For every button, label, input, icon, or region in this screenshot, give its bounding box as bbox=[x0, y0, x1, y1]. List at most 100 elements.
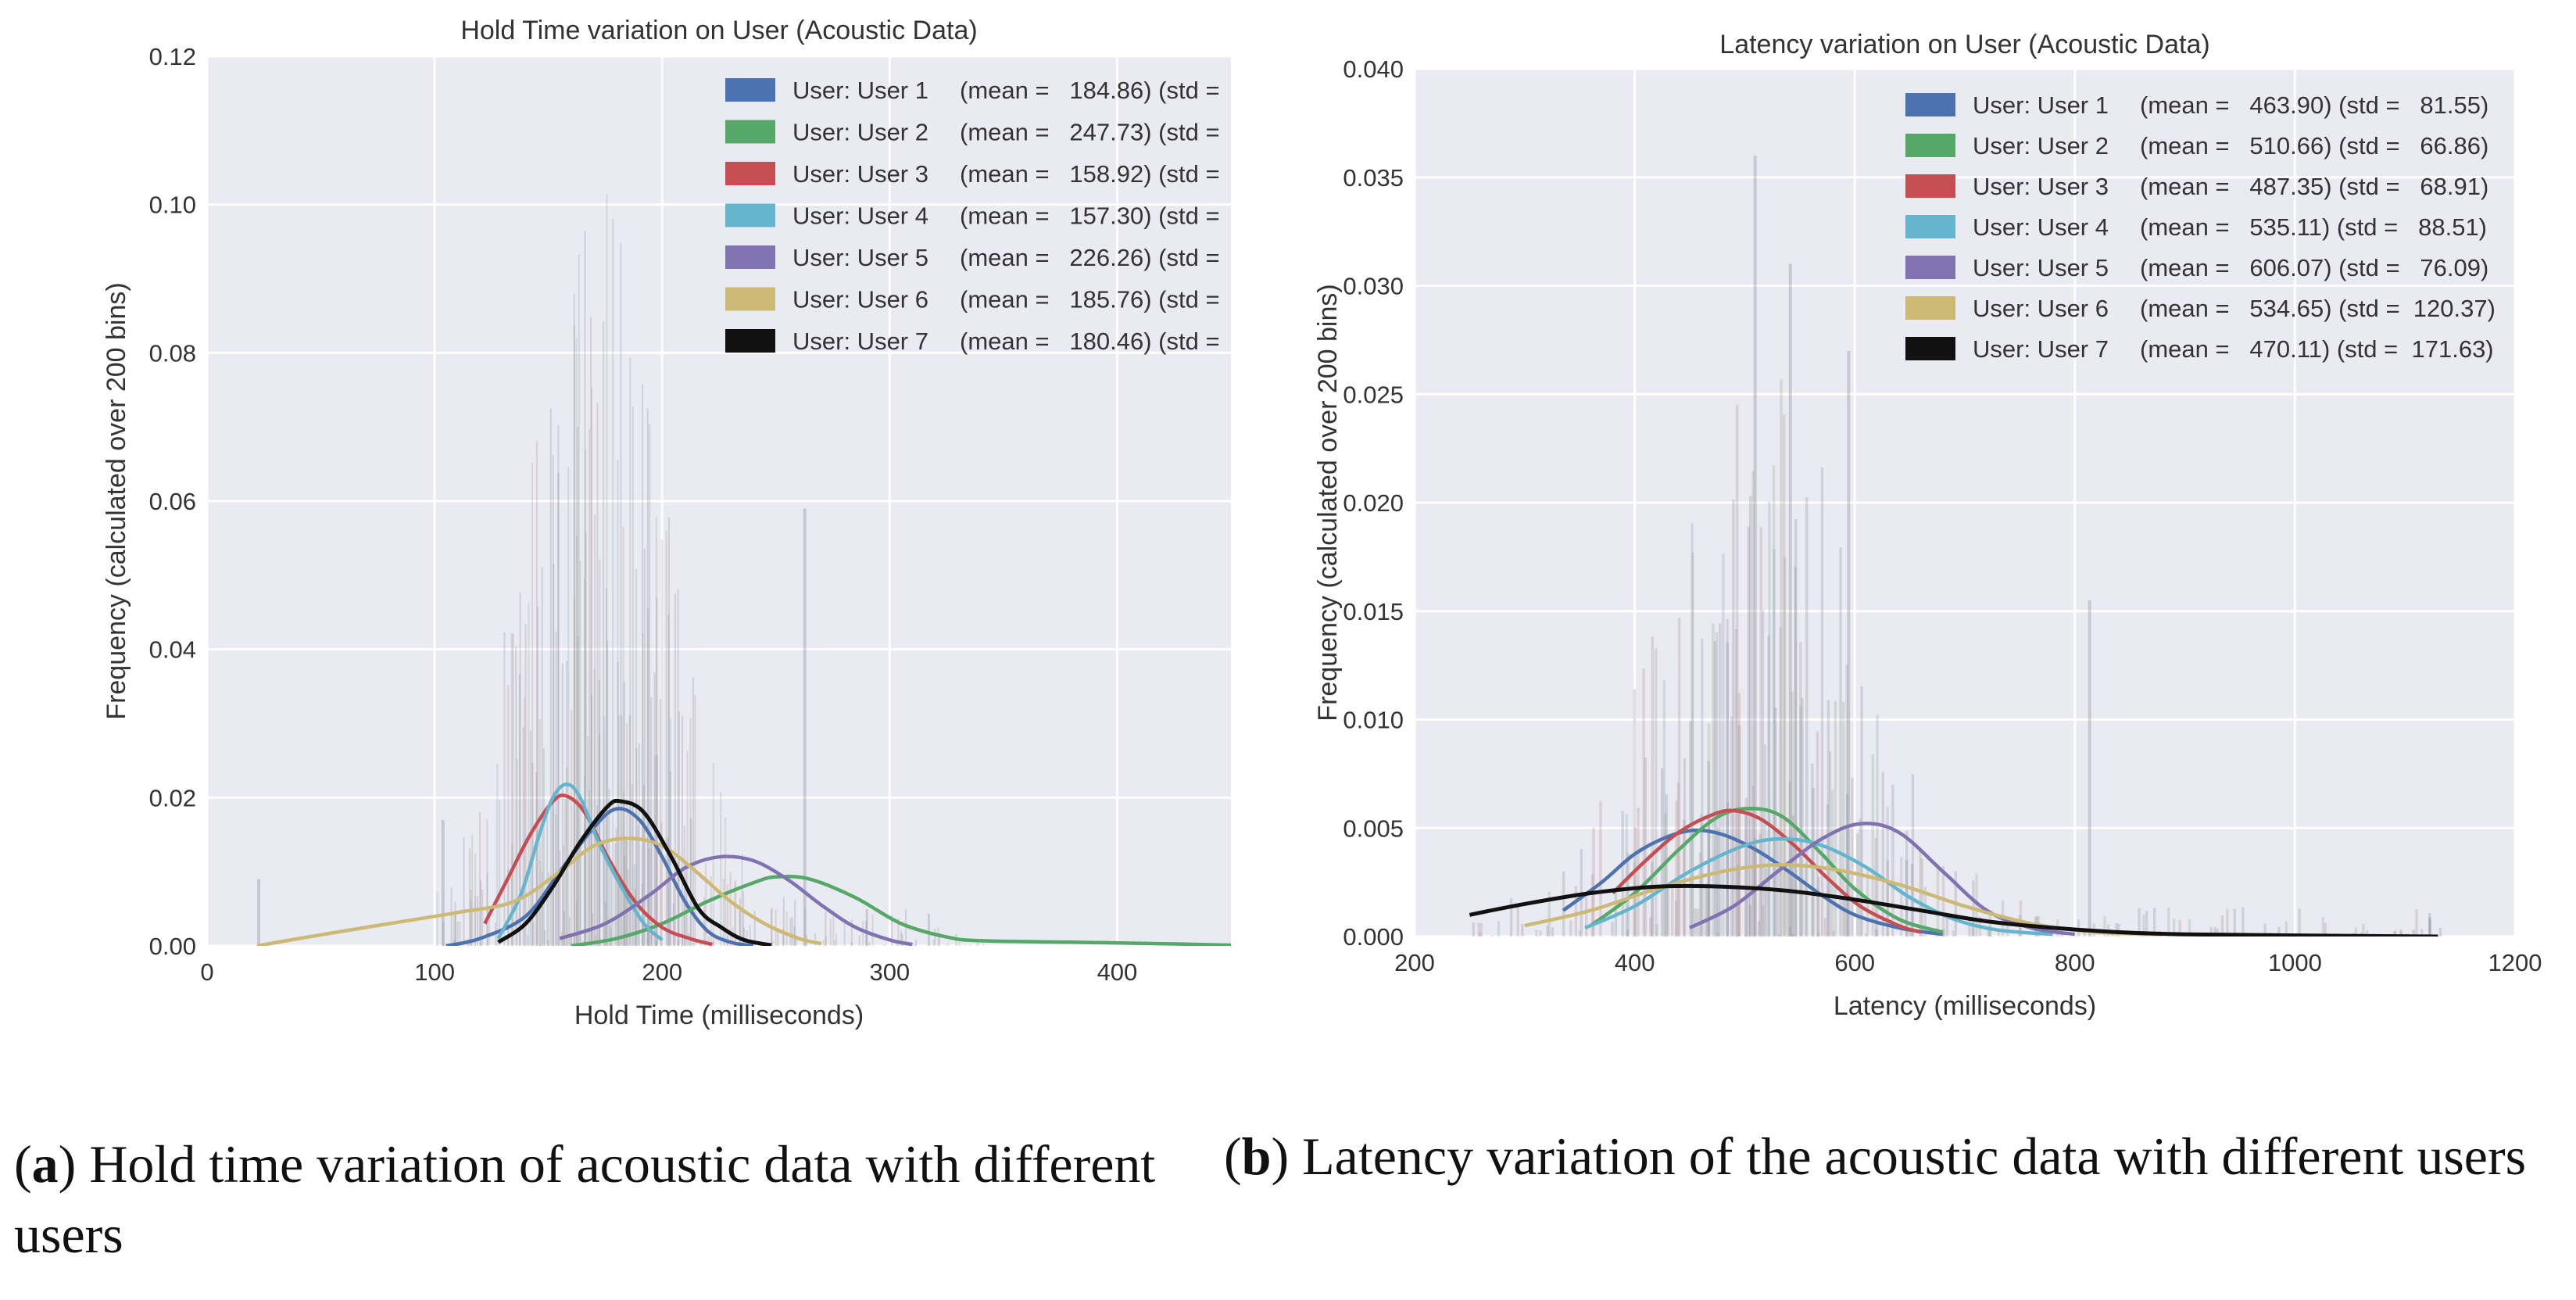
latency-histogram-bar bbox=[1846, 793, 1849, 937]
latency-histogram-bar bbox=[1942, 929, 1945, 937]
latency-histogram-bar bbox=[2138, 908, 2141, 937]
hold-time-histogram-bar bbox=[726, 884, 728, 946]
hold-time-histogram-bar bbox=[982, 944, 985, 946]
hold-time-histogram-bar bbox=[683, 895, 685, 946]
latency-histogram-bar bbox=[1988, 926, 1991, 937]
hold-time-histogram-bar bbox=[858, 935, 860, 946]
hold-time-histogram-bar bbox=[436, 891, 438, 946]
hold-time-histogram-bar bbox=[835, 933, 838, 946]
latency-legend-swatch-user-4 bbox=[1905, 215, 1955, 238]
hold-time-histogram-bar bbox=[589, 429, 591, 946]
hold-time-histogram-bar bbox=[622, 790, 624, 946]
hold-time-histogram-bar bbox=[599, 944, 602, 946]
hold-time-histogram-bar bbox=[573, 596, 575, 946]
hold-time-histogram-bar bbox=[615, 828, 617, 946]
latency-histogram-bar bbox=[1726, 619, 1730, 937]
latency-histogram-bar bbox=[2365, 929, 2369, 937]
hold-time-legend-stats-user-6: (mean = 185.76) (std = bbox=[960, 286, 1220, 313]
latency-histogram-bar bbox=[1757, 921, 1761, 937]
latency-histogram-bar bbox=[1772, 465, 1776, 937]
hold-time-histogram-bar bbox=[677, 940, 679, 946]
latency-histogram-bar bbox=[1799, 706, 1802, 937]
latency-x-tick-label: 400 bbox=[1615, 949, 1655, 976]
latency-histogram-bar bbox=[1859, 818, 1862, 937]
caption-a-text: Hold time variation of acoustic data wit… bbox=[14, 1134, 1156, 1264]
hold-time-histogram-bar bbox=[871, 914, 874, 946]
latency-histogram-bar bbox=[1747, 526, 1750, 937]
hold-time-histogram-bar bbox=[642, 784, 645, 946]
latency-histogram-bar bbox=[2006, 919, 2009, 937]
hold-time-legend-stats-user-2: (mean = 247.73) (std = bbox=[960, 119, 1220, 146]
hold-time-histogram-bar bbox=[829, 919, 832, 946]
latency-histogram-bar bbox=[1569, 920, 1572, 937]
hold-time-histogram-bar bbox=[257, 879, 261, 946]
latency-histogram-bar bbox=[2354, 927, 2358, 937]
hold-time-histogram-bar bbox=[667, 836, 669, 946]
hold-time-histogram-bar bbox=[655, 517, 657, 946]
hold-time-histogram-bar bbox=[535, 772, 538, 946]
hold-time-histogram-bar bbox=[667, 614, 670, 946]
hold-time-legend: User: User 1 (mean = 184.86) (std = User: … bbox=[725, 77, 1220, 355]
hold-time-histogram-bar bbox=[531, 462, 534, 946]
hold-time-histogram-bar bbox=[589, 789, 591, 946]
hold-time-histogram-bar bbox=[825, 911, 827, 946]
latency-histogram-bar bbox=[1762, 905, 1765, 937]
latency-histogram-bar bbox=[1683, 758, 1687, 937]
hold-time-legend-stats-user-7: (mean = 180.46) (std = bbox=[960, 328, 1220, 355]
hold-time-histogram-bar bbox=[617, 661, 619, 946]
hold-time-histogram-bar bbox=[638, 743, 640, 946]
hold-time-histogram-bar bbox=[552, 793, 554, 946]
latency-legend-swatch-user-6 bbox=[1905, 296, 1955, 320]
latency-histogram-bar bbox=[1765, 868, 1768, 937]
latency-histogram-bar bbox=[1823, 918, 1827, 937]
hold-time-histogram-bar bbox=[603, 321, 605, 946]
hold-time-kde-line-user-1 bbox=[445, 807, 754, 946]
latency-histogram-bar bbox=[1911, 774, 1915, 937]
hold-time-legend-label-user-5: User: User 5 bbox=[792, 244, 928, 271]
hold-time-histogram-bar bbox=[782, 929, 785, 946]
hold-time-histogram-bar bbox=[629, 357, 631, 946]
hold-time-histogram-bar bbox=[519, 593, 521, 946]
hold-time-histogram-bar bbox=[686, 750, 689, 946]
hold-time-x-tick-label: 400 bbox=[1097, 958, 1138, 986]
latency-histogram-bar bbox=[1988, 912, 1991, 937]
latency-histogram-bar bbox=[2172, 919, 2176, 937]
hold-time-histogram-bar bbox=[622, 526, 624, 946]
latency-histogram-bar bbox=[2111, 934, 2114, 937]
hold-time-histogram-bar bbox=[470, 889, 472, 946]
hold-time-kde-line-user-6 bbox=[256, 836, 822, 946]
latency-histogram-bar bbox=[1905, 830, 1909, 937]
latency-histogram-bar bbox=[1715, 632, 1719, 937]
hold-time-histogram-bar bbox=[642, 384, 644, 946]
hold-time-histogram-bar bbox=[621, 714, 623, 946]
hold-time-histogram-bar bbox=[535, 440, 538, 946]
latency-histogram-bar bbox=[1691, 552, 1694, 937]
latency-histogram-bar bbox=[2428, 912, 2431, 937]
latency-histogram-bar bbox=[1737, 725, 1741, 937]
latency-histogram-bar bbox=[2233, 908, 2237, 937]
latency-histogram-bar bbox=[1477, 922, 1480, 937]
latency-histogram-bar bbox=[1655, 924, 1658, 937]
latency-histogram-bar bbox=[2393, 930, 2397, 937]
latency-histogram-bar bbox=[2176, 936, 2179, 937]
latency-histogram-bar bbox=[1584, 894, 1588, 937]
hold-time-histogram-bar bbox=[553, 564, 555, 946]
hold-time-kde-curves bbox=[256, 783, 1231, 946]
hold-time-histogram-bar bbox=[577, 426, 579, 946]
latency-legend-label-user-6: User: User 6 bbox=[1973, 295, 2109, 322]
latency-kde-line-user-3 bbox=[1611, 808, 1922, 934]
latency-y-tick-label: 0.010 bbox=[1343, 707, 1404, 734]
latency-histogram-bar bbox=[1744, 935, 1748, 937]
hold-time-histogram-bar bbox=[724, 818, 727, 946]
latency-histogram-bar bbox=[1497, 920, 1501, 937]
latency-histogram-bar bbox=[2209, 926, 2213, 937]
hold-time-histogram-bar bbox=[605, 588, 607, 946]
hold-time-histogram-bar bbox=[474, 895, 477, 946]
hold-time-histogram-bar bbox=[518, 945, 521, 946]
hold-time-histogram-bar bbox=[524, 697, 526, 946]
hold-time-histogram-bar bbox=[866, 909, 868, 946]
latency-histogram-bar bbox=[1677, 618, 1681, 937]
hold-time-histogram-bar bbox=[710, 876, 712, 946]
latency-histogram-bar bbox=[1716, 933, 1720, 937]
hold-time-chart-svg: 0 100 200 300 400 0.00 0.02 0.04 0.06 0.08 0.10 0.1… bbox=[102, 16, 1231, 1030]
